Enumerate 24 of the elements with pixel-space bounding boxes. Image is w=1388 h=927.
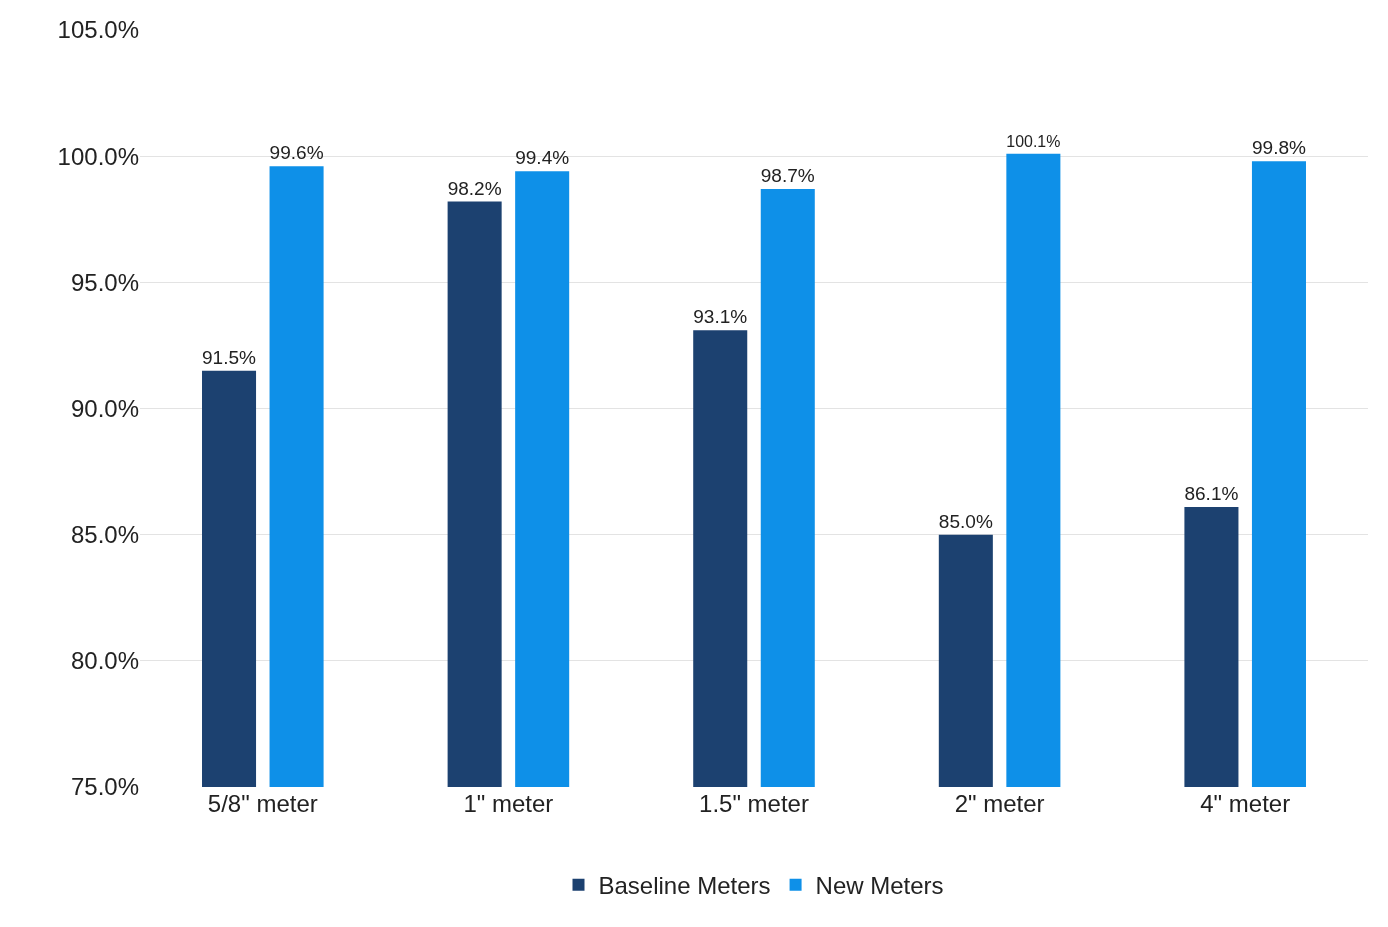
y-tick-label: 85.0%: [70, 521, 139, 549]
legend-label: Baseline Meters: [598, 872, 771, 900]
data-label: 85.0%: [938, 510, 993, 532]
x-tick-label: 5/8" meter: [207, 790, 318, 817]
data-label: 91.5%: [202, 346, 257, 368]
y-tick-label: 75.0%: [70, 773, 139, 801]
x-tick-label: 2" meter: [954, 790, 1045, 817]
y-tick-label: 105.0%: [57, 16, 139, 44]
data-label: 99.8%: [1251, 137, 1307, 159]
x-tick-label: 1.5" meter: [699, 790, 809, 817]
data-label: 99.6%: [269, 142, 324, 164]
y-tick-label: 95.0%: [70, 268, 139, 296]
data-label: 98.2%: [447, 177, 502, 199]
data-label: 86.1%: [1184, 482, 1239, 504]
data-label: 93.1%: [693, 306, 748, 328]
y-tick-label: 90.0%: [70, 394, 139, 422]
data-label: 98.7%: [760, 165, 815, 186]
data-label: 100.1%: [1006, 133, 1061, 151]
legend-label: New Meters: [815, 872, 944, 900]
y-tick-label: 80.0%: [70, 647, 139, 675]
y-tick-label: 100.0%: [57, 142, 139, 170]
x-tick-label: 1" meter: [463, 790, 554, 817]
x-tick-label: 4" meter: [1200, 790, 1291, 817]
data-label: 99.4%: [515, 147, 570, 169]
